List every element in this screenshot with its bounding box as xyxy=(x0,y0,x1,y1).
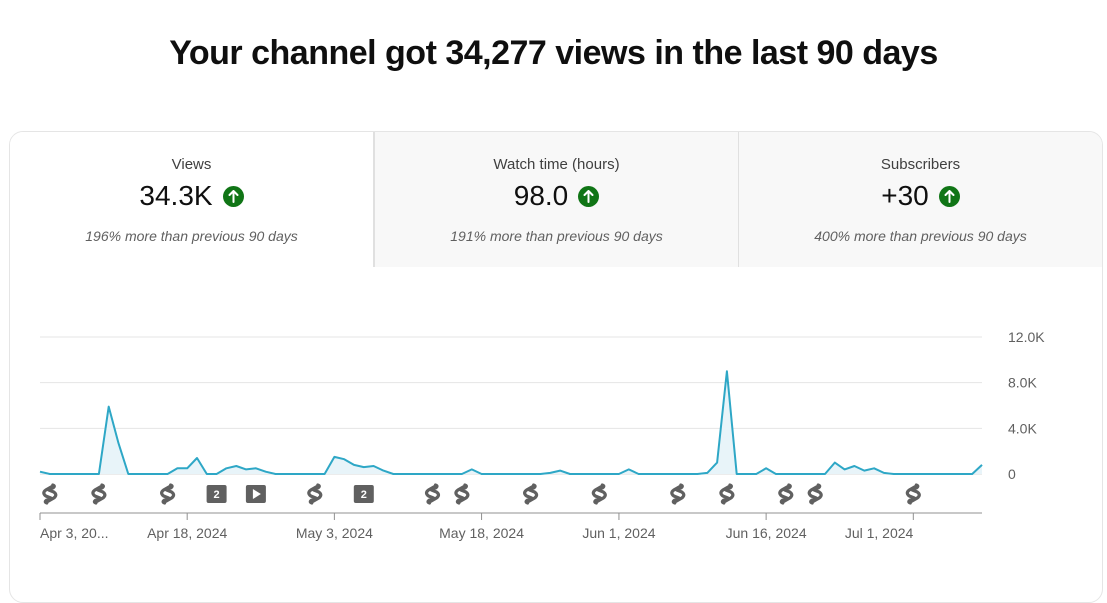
x-tick-label: May 18, 2024 xyxy=(439,525,524,541)
tab-value: +30 xyxy=(881,180,929,212)
x-tick-label: Apr 18, 2024 xyxy=(147,525,227,541)
tab-comparison: 191% more than previous 90 days xyxy=(375,228,738,244)
tab-views[interactable]: Views 34.3K 196% more than previous 90 d… xyxy=(10,132,374,267)
tab-comparison: 196% more than previous 90 days xyxy=(10,228,373,244)
shorts-icon[interactable] xyxy=(721,485,733,503)
x-tick-label: Apr 3, 20... xyxy=(40,525,108,541)
y-tick-label: 12.0K xyxy=(1008,329,1045,345)
content-count-badge[interactable]: 2 xyxy=(207,485,227,503)
views-area xyxy=(40,371,982,474)
shorts-icon[interactable] xyxy=(162,485,174,503)
shorts-icon[interactable] xyxy=(525,485,537,503)
tab-value: 98.0 xyxy=(514,180,569,212)
tab-subscribers[interactable]: Subscribers +30 400% more than previous … xyxy=(738,132,1102,267)
metric-tabs: Views 34.3K 196% more than previous 90 d… xyxy=(10,132,1102,267)
y-tick-label: 4.0K xyxy=(1008,420,1037,436)
x-tick-label: Jun 1, 2024 xyxy=(582,525,655,541)
views-line xyxy=(40,371,982,474)
shorts-icon[interactable] xyxy=(672,485,684,503)
y-tick-label: 0 xyxy=(1008,466,1016,482)
y-tick-label: 8.0K xyxy=(1008,375,1037,391)
shorts-icon[interactable] xyxy=(427,485,439,503)
shorts-icon[interactable] xyxy=(907,485,919,503)
shorts-icon[interactable] xyxy=(93,485,105,503)
video-icon[interactable] xyxy=(246,485,266,503)
tab-label: Subscribers xyxy=(739,156,1102,173)
shorts-icon[interactable] xyxy=(309,485,321,503)
content-count-label: 2 xyxy=(361,489,367,501)
content-count-badge[interactable]: 2 xyxy=(354,485,374,503)
tab-watch-time[interactable]: Watch time (hours) 98.0 191% more than p… xyxy=(374,132,738,267)
tab-comparison: 400% more than previous 90 days xyxy=(739,228,1102,244)
arrow-up-icon xyxy=(223,186,244,207)
tab-label: Watch time (hours) xyxy=(375,156,738,173)
x-tick-label: Jun 16, 2024 xyxy=(726,525,807,541)
shorts-icon[interactable] xyxy=(456,485,468,503)
arrow-up-icon xyxy=(578,186,599,207)
tab-value: 34.3K xyxy=(139,180,212,212)
content-count-label: 2 xyxy=(214,489,220,501)
x-tick-label: May 3, 2024 xyxy=(296,525,373,541)
shorts-icon[interactable] xyxy=(593,485,605,503)
shorts-icon[interactable] xyxy=(44,485,56,503)
shorts-icon[interactable] xyxy=(780,485,792,503)
views-chart[interactable]: 12.0K 8.0K 4.0K 0 2 2 Apr 3, 20... Apr 18, 20… xyxy=(0,300,1107,587)
x-tick-label: Jul 1, 2024 xyxy=(845,525,914,541)
arrow-up-icon xyxy=(939,186,960,207)
shorts-icon[interactable] xyxy=(809,485,821,503)
tab-label: Views xyxy=(10,156,373,173)
page-headline: Your channel got 34,277 views in the las… xyxy=(0,34,1107,73)
